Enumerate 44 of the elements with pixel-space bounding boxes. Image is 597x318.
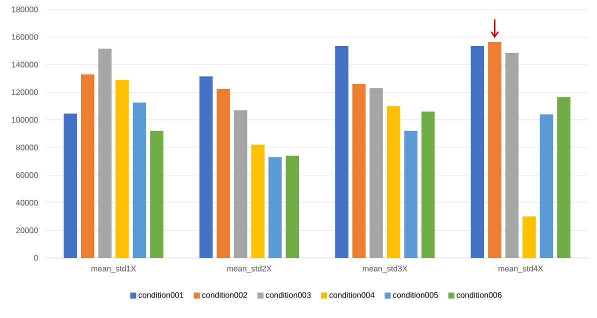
bar (421, 112, 435, 258)
bar (540, 114, 554, 258)
bar (234, 110, 248, 258)
x-tick-label: mean_std2X (227, 266, 272, 273)
bar (286, 156, 300, 258)
bar (370, 88, 383, 258)
legend-label: condition006 (456, 292, 502, 298)
y-tick-label: 180000 (12, 6, 38, 12)
bar (199, 76, 213, 258)
bar (251, 144, 264, 258)
y-tick-label: 160000 (12, 34, 38, 40)
bar (335, 46, 348, 258)
bar (216, 88, 230, 258)
y-tick-label: 60000 (16, 172, 38, 178)
bar (150, 130, 164, 258)
y-tick-label: 40000 (16, 200, 38, 206)
bar (557, 97, 570, 258)
legend-label: condition001 (138, 292, 184, 298)
legend-label: condition003 (266, 292, 311, 298)
y-tick-label: 120000 (12, 89, 38, 96)
legend-label: condition004 (329, 292, 374, 298)
bar (98, 48, 112, 258)
bar (404, 130, 418, 258)
x-tick-label: mean_std3X (362, 266, 408, 273)
y-tick-label: 0 (34, 255, 38, 261)
x-tick-label: mean_std1X (92, 266, 136, 273)
bar (268, 157, 282, 258)
bar (64, 114, 78, 258)
bar (81, 74, 94, 258)
bar (522, 216, 536, 258)
y-tick-label: 140000 (12, 62, 38, 68)
bar (352, 84, 366, 258)
y-tick-label: 100000 (12, 117, 38, 123)
legend-label: condition002 (202, 292, 248, 298)
bar (470, 46, 484, 258)
y-tick-label: 80000 (16, 144, 38, 150)
y-tick-label: 20000 (16, 228, 38, 234)
bar (505, 52, 519, 258)
bar (488, 42, 502, 258)
bar (116, 80, 129, 258)
x-tick-label: mean_std4X (498, 266, 543, 273)
bar (132, 102, 146, 258)
bar (386, 106, 400, 258)
legend-label: condition005 (393, 292, 438, 298)
